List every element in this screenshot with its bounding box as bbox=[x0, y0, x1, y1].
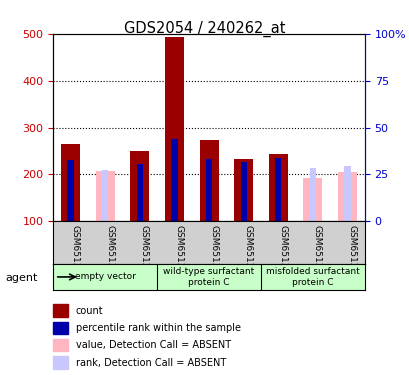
Text: empty vector: empty vector bbox=[74, 272, 135, 281]
Text: GSM65138: GSM65138 bbox=[312, 225, 321, 274]
Text: GSM65133: GSM65133 bbox=[243, 225, 252, 274]
Bar bbox=[130, 152, 149, 221]
Bar bbox=[171, 139, 177, 221]
Bar bbox=[234, 159, 253, 221]
Text: GSM65137: GSM65137 bbox=[278, 225, 287, 274]
Text: value, Detection Call = ABSENT: value, Detection Call = ABSENT bbox=[76, 340, 231, 350]
Bar bbox=[164, 37, 184, 221]
Bar bbox=[205, 159, 212, 221]
Text: GSM65134: GSM65134 bbox=[70, 225, 79, 274]
Bar bbox=[344, 166, 350, 221]
Text: percentile rank within the sample: percentile rank within the sample bbox=[76, 323, 240, 333]
Text: GSM65132: GSM65132 bbox=[209, 225, 218, 274]
Bar bbox=[61, 144, 80, 221]
Bar bbox=[274, 158, 281, 221]
Bar bbox=[95, 171, 115, 221]
Text: misfolded surfactant
protein C: misfolded surfactant protein C bbox=[265, 267, 359, 286]
Text: agent: agent bbox=[5, 273, 37, 283]
Bar bbox=[337, 172, 356, 221]
Text: GSM65131: GSM65131 bbox=[174, 225, 183, 274]
Bar bbox=[240, 162, 246, 221]
Text: rank, Detection Call = ABSENT: rank, Detection Call = ABSENT bbox=[76, 358, 226, 368]
Bar bbox=[199, 140, 218, 221]
Text: GDS2054 / 240262_at: GDS2054 / 240262_at bbox=[124, 21, 285, 37]
Text: count: count bbox=[76, 306, 103, 315]
Bar bbox=[268, 154, 287, 221]
Bar bbox=[303, 178, 322, 221]
Text: GSM65139: GSM65139 bbox=[347, 225, 356, 274]
Text: GSM65136: GSM65136 bbox=[139, 225, 148, 274]
Bar bbox=[102, 170, 108, 221]
FancyBboxPatch shape bbox=[53, 356, 68, 369]
Bar bbox=[67, 160, 74, 221]
Bar bbox=[309, 168, 315, 221]
FancyBboxPatch shape bbox=[53, 322, 68, 334]
FancyBboxPatch shape bbox=[53, 339, 68, 351]
FancyBboxPatch shape bbox=[53, 304, 68, 317]
Text: wild-type surfactant
protein C: wild-type surfactant protein C bbox=[163, 267, 254, 286]
Bar bbox=[137, 164, 143, 221]
Text: GSM65135: GSM65135 bbox=[105, 225, 114, 274]
